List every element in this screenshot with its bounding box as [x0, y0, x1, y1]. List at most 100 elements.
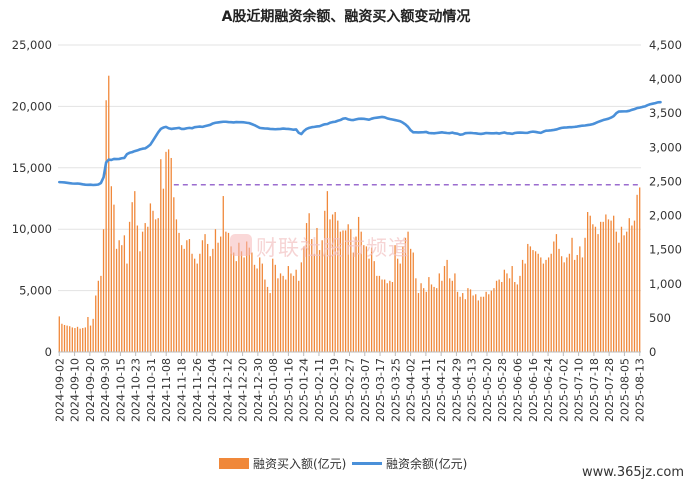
- x-tick-label: 2025-01-16: [282, 358, 295, 422]
- x-tick-label: 2024-11-08: [160, 358, 173, 422]
- x-tick-label: 2025-04-21: [435, 358, 448, 422]
- bar: [383, 279, 386, 352]
- bar: [246, 241, 248, 352]
- x-tick-label: 2024-11-18: [175, 358, 188, 422]
- bar: [227, 232, 230, 352]
- bar: [196, 263, 198, 352]
- bar: [605, 214, 607, 352]
- x-tick-label: 2025-03-25: [389, 358, 402, 422]
- bar: [376, 275, 378, 352]
- bar: [391, 282, 394, 352]
- bar: [347, 224, 349, 352]
- bar: [308, 213, 310, 352]
- bar: [207, 243, 209, 352]
- bar: [61, 323, 63, 352]
- bar: [274, 264, 276, 352]
- bar: [610, 220, 612, 352]
- bar: [334, 212, 336, 352]
- balance-line: [57, 100, 662, 187]
- bar: [373, 261, 375, 352]
- bar: [238, 242, 240, 352]
- bar: [269, 293, 271, 352]
- bar: [303, 246, 305, 352]
- x-tick-label: 2025-05-20: [481, 358, 494, 422]
- bar: [532, 250, 534, 352]
- watermark-logo: [230, 234, 252, 256]
- bar: [212, 248, 214, 352]
- y-right-tick-label: 3,500: [649, 106, 682, 120]
- bar: [469, 289, 472, 352]
- bar: [110, 186, 113, 352]
- y-right-tick-label: 3,000: [649, 140, 682, 154]
- bar: [272, 258, 274, 352]
- bar: [454, 273, 456, 352]
- bar: [118, 240, 120, 352]
- bar: [410, 248, 412, 352]
- bar: [154, 219, 157, 352]
- bar: [436, 288, 438, 352]
- x-tick-label: 2025-05-13: [466, 358, 479, 422]
- bar: [480, 296, 482, 352]
- bar: [423, 288, 425, 352]
- y-right-tick-label: 1,500: [649, 243, 682, 257]
- bar: [594, 226, 597, 352]
- bar: [607, 219, 610, 352]
- x-tick-label: 2024-09-10: [69, 358, 82, 422]
- bar: [404, 237, 407, 352]
- x-tick-label: 2024-10-15: [114, 358, 127, 422]
- bar: [558, 248, 560, 352]
- y-right-tick-label: 4,500: [649, 38, 682, 52]
- bar: [386, 283, 388, 352]
- x-tick-label: 2025-04-11: [420, 358, 433, 422]
- bar: [615, 231, 617, 352]
- bar: [165, 151, 167, 352]
- bar: [259, 257, 261, 352]
- bar: [97, 280, 99, 352]
- bar: [425, 291, 427, 352]
- x-tick-label: 2024-10-23: [130, 358, 143, 422]
- bar: [277, 278, 279, 352]
- bar: [316, 227, 318, 352]
- bar: [412, 252, 414, 352]
- bar: [428, 277, 430, 352]
- bar: [631, 225, 633, 352]
- bar: [566, 257, 568, 352]
- bar: [433, 286, 435, 352]
- axes: 0 5,000 10,000 15,000 20,000 25,000 0 500 1,000 1…: [12, 38, 682, 422]
- bar: [136, 225, 139, 352]
- bar: [368, 258, 370, 352]
- bar: [592, 224, 594, 352]
- bar: [300, 262, 303, 352]
- watermark-text: 财联社股市频道: [256, 236, 410, 260]
- bar: [555, 234, 558, 352]
- bar: [92, 318, 94, 352]
- bar: [402, 246, 404, 352]
- bar: [235, 261, 237, 352]
- chart-title: A股近期融资余额、融资买入额变动情况: [222, 8, 471, 25]
- bar: [264, 279, 266, 352]
- x-tick-label: 2025-05-28: [496, 358, 509, 422]
- bar: [443, 266, 446, 352]
- y-right-tick-label: 2,500: [649, 174, 682, 188]
- bar: [326, 191, 329, 352]
- bar: [360, 231, 362, 352]
- bar: [514, 282, 516, 352]
- x-tick-label: 2025-07-02: [557, 358, 570, 422]
- bar: [449, 278, 451, 352]
- x-tick-label: 2025-02-19: [328, 358, 341, 422]
- bar: [519, 275, 521, 352]
- bar: [581, 257, 584, 352]
- bar: [126, 263, 128, 352]
- bar: [105, 100, 107, 352]
- bar: [482, 296, 485, 352]
- bar: [521, 259, 524, 352]
- bar: [547, 257, 550, 352]
- bar: [441, 280, 443, 352]
- bar: [365, 246, 368, 352]
- bar: [579, 246, 581, 352]
- bar: [58, 316, 60, 352]
- y-right-tick-label: 2,000: [649, 209, 682, 223]
- bar: [620, 226, 623, 352]
